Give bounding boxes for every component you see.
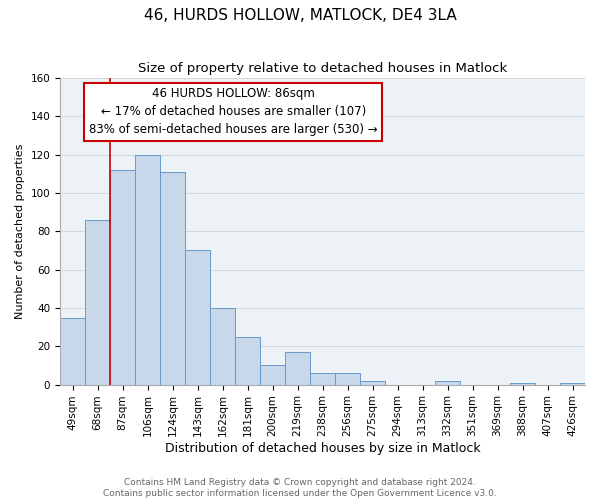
Bar <box>110 170 135 384</box>
Y-axis label: Number of detached properties: Number of detached properties <box>15 144 25 319</box>
Bar <box>435 381 460 384</box>
Text: 46, HURDS HOLLOW, MATLOCK, DE4 3LA: 46, HURDS HOLLOW, MATLOCK, DE4 3LA <box>143 8 457 22</box>
Bar <box>260 366 285 384</box>
X-axis label: Distribution of detached houses by size in Matlock: Distribution of detached houses by size … <box>165 442 481 455</box>
Text: Contains HM Land Registry data © Crown copyright and database right 2024.
Contai: Contains HM Land Registry data © Crown c… <box>103 478 497 498</box>
Title: Size of property relative to detached houses in Matlock: Size of property relative to detached ho… <box>138 62 507 76</box>
Bar <box>285 352 310 384</box>
Bar <box>210 308 235 384</box>
Bar <box>85 220 110 384</box>
Bar <box>60 318 85 384</box>
Bar <box>135 154 160 384</box>
Bar <box>360 381 385 384</box>
Bar <box>235 336 260 384</box>
Bar <box>160 172 185 384</box>
Bar <box>560 382 585 384</box>
Bar <box>335 373 360 384</box>
Bar <box>510 382 535 384</box>
Text: 46 HURDS HOLLOW: 86sqm
← 17% of detached houses are smaller (107)
83% of semi-de: 46 HURDS HOLLOW: 86sqm ← 17% of detached… <box>89 88 377 136</box>
Bar <box>310 373 335 384</box>
Bar <box>185 250 210 384</box>
